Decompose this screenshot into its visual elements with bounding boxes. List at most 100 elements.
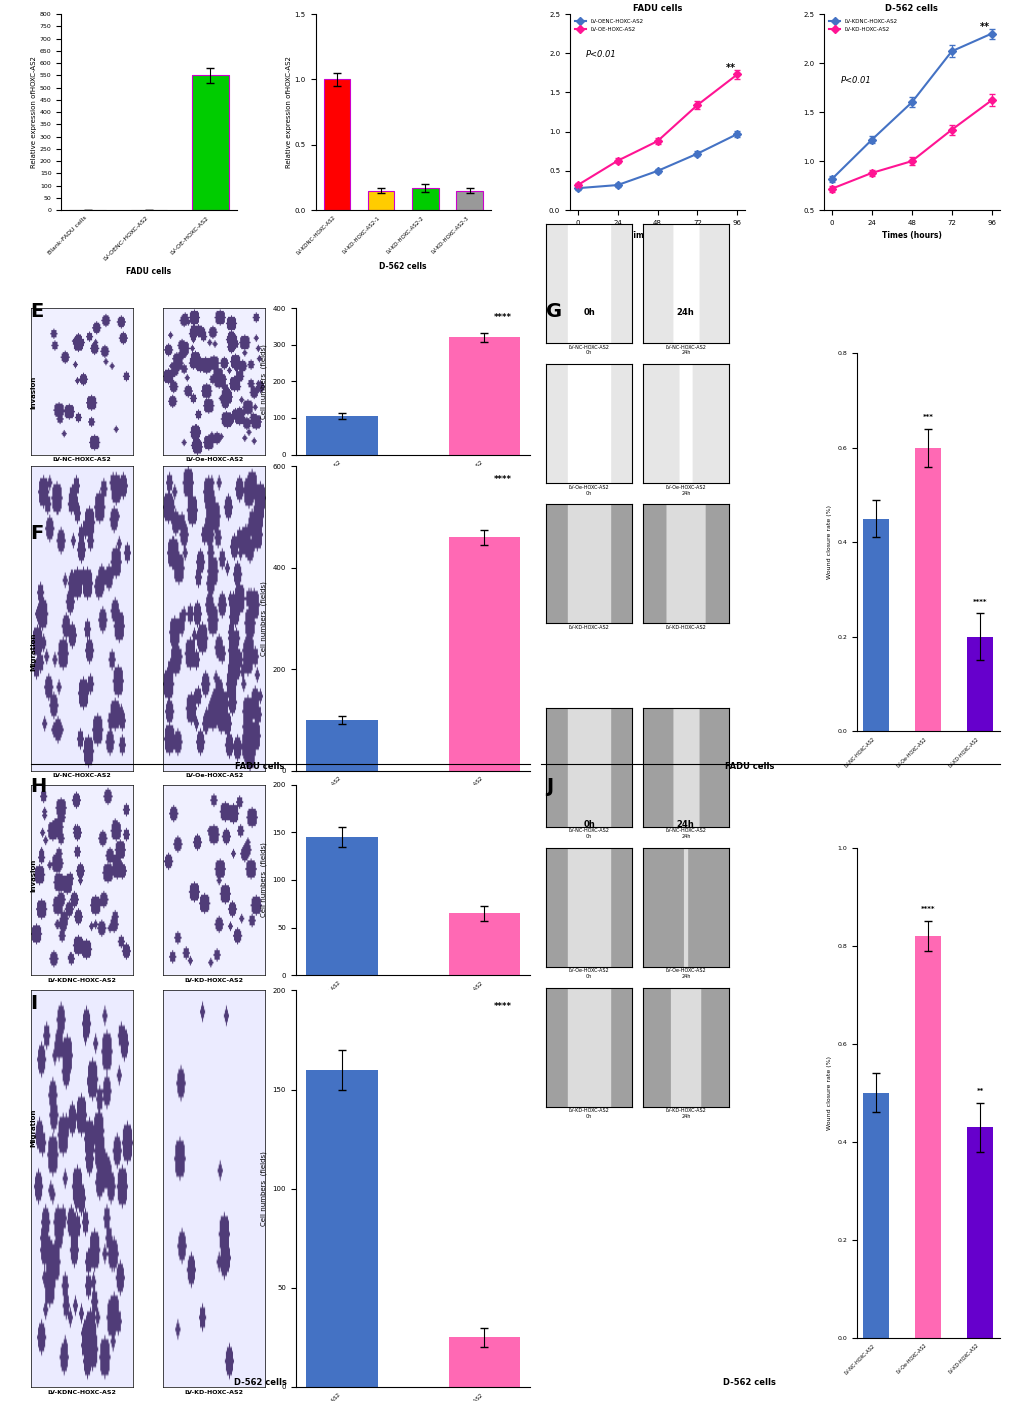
X-axis label: Times (hours): Times (hours) (627, 231, 687, 241)
Bar (448, 338, 520, 454)
X-axis label: LV-NC-HOXC-AS2
0h: LV-NC-HOXC-AS2 0h (568, 345, 609, 356)
Bar (306, 720, 377, 771)
Legend: LV-KDNC-HOXC-AS2, LV-KD-HOXC-AS2: LV-KDNC-HOXC-AS2, LV-KD-HOXC-AS2 (826, 17, 899, 34)
LV-KDNC-HOXC-AS2 (945, 43, 957, 60)
LV-KD-HOXC-AS2 (825, 181, 838, 198)
Y-axis label: Cell numbers  (fields): Cell numbers (fields) (260, 581, 267, 656)
X-axis label: LV-NC-HOXC-AS2: LV-NC-HOXC-AS2 (52, 457, 111, 462)
LV-OE-HOXC-AS2 (691, 97, 703, 113)
X-axis label: LV-Oe-HOXC-AS2
24h: LV-Oe-HOXC-AS2 24h (665, 485, 705, 496)
LV-OENC-HOXC-AS2 (731, 126, 743, 143)
Text: C: C (538, 0, 552, 3)
Bar (862, 1093, 889, 1338)
Y-axis label: Cell numbers  (fields): Cell numbers (fields) (260, 343, 267, 419)
Bar (914, 936, 941, 1338)
Line: LV-OENC-HOXC-AS2: LV-OENC-HOXC-AS2 (575, 132, 740, 191)
X-axis label: LV-KD-HOXC-AS2
24h: LV-KD-HOXC-AS2 24h (665, 1108, 705, 1119)
Y-axis label: Relative expression ofHOXC-AS2: Relative expression ofHOXC-AS2 (285, 56, 291, 168)
X-axis label: FADU cells: FADU cells (126, 268, 171, 276)
Bar (192, 76, 228, 210)
Text: 24h: 24h (676, 820, 694, 828)
Bar (368, 191, 394, 210)
LV-KDNC-HOXC-AS2 (905, 94, 917, 111)
X-axis label: LV-KD-HOXC-AS2: LV-KD-HOXC-AS2 (665, 625, 705, 630)
Text: **: ** (979, 21, 989, 32)
LV-KDNC-HOXC-AS2 (825, 171, 838, 188)
Text: H: H (31, 776, 47, 796)
X-axis label: D-562 cells: D-562 cells (379, 262, 427, 270)
Title: D-562 cells: D-562 cells (884, 4, 937, 13)
Text: Invasion: Invasion (31, 859, 37, 892)
Bar (448, 913, 520, 975)
X-axis label: LV-NC-HOXC-AS2
24h: LV-NC-HOXC-AS2 24h (664, 828, 706, 839)
X-axis label: LV-NC-HOXC-AS2
0h: LV-NC-HOXC-AS2 0h (568, 828, 609, 839)
LV-OENC-HOXC-AS2 (651, 163, 663, 179)
Text: B: B (283, 0, 299, 3)
Text: ****: **** (972, 598, 986, 605)
X-axis label: Times (hours): Times (hours) (881, 231, 941, 241)
Text: G: G (545, 301, 561, 321)
LV-KDNC-HOXC-AS2 (984, 25, 997, 42)
Text: ****: **** (493, 312, 512, 322)
Text: P<0.01: P<0.01 (840, 76, 870, 84)
Legend: LV-OENC-HOXC-AS2, LV-OE-HOXC-AS2: LV-OENC-HOXC-AS2, LV-OE-HOXC-AS2 (572, 17, 645, 34)
Text: D-562 cells: D-562 cells (233, 1379, 286, 1387)
X-axis label: LV-KD-HOXC-AS2
0h: LV-KD-HOXC-AS2 0h (569, 1108, 608, 1119)
X-axis label: LV-NC-HOXC-AS2
24h: LV-NC-HOXC-AS2 24h (664, 345, 706, 356)
Y-axis label: Relative expression ofHOXC-AS2: Relative expression ofHOXC-AS2 (31, 56, 37, 168)
X-axis label: LV-Oe-HOXC-AS2
0h: LV-Oe-HOXC-AS2 0h (569, 968, 608, 979)
Bar (448, 537, 520, 771)
Bar (862, 518, 889, 731)
X-axis label: LV-KD-HOXC-AS2: LV-KD-HOXC-AS2 (184, 1390, 244, 1395)
LV-OENC-HOXC-AS2 (611, 177, 624, 193)
X-axis label: LV-Oe-HOXC-AS2
0h: LV-Oe-HOXC-AS2 0h (569, 485, 608, 496)
Bar (966, 636, 993, 731)
Text: **: ** (975, 1087, 982, 1094)
Text: **: ** (725, 63, 735, 73)
X-axis label: LV-Oe-HOXC-AS2: LV-Oe-HOXC-AS2 (184, 457, 244, 462)
Y-axis label: Cell numbers  (fields): Cell numbers (fields) (260, 842, 267, 918)
X-axis label: LV-KDNC-HOXC-AS2: LV-KDNC-HOXC-AS2 (47, 978, 116, 984)
Line: LV-KD-HOXC-AS2: LV-KD-HOXC-AS2 (828, 98, 994, 192)
LV-KD-HOXC-AS2 (905, 153, 917, 170)
Line: LV-KDNC-HOXC-AS2: LV-KDNC-HOXC-AS2 (828, 31, 994, 182)
Y-axis label: Wound closure rate (%): Wound closure rate (%) (825, 506, 830, 579)
Text: A: A (30, 0, 45, 3)
Text: ****: **** (920, 906, 934, 912)
Bar (306, 836, 377, 975)
Text: 0h: 0h (583, 820, 595, 828)
Text: FADU cells: FADU cells (725, 762, 773, 771)
LV-KD-HOXC-AS2 (984, 92, 997, 109)
LV-OE-HOXC-AS2 (611, 153, 624, 170)
LV-KDNC-HOXC-AS2 (865, 132, 877, 149)
LV-OENC-HOXC-AS2 (691, 146, 703, 163)
X-axis label: LV-KD-HOXC-AS2: LV-KD-HOXC-AS2 (569, 625, 608, 630)
Text: ***: *** (922, 415, 932, 420)
X-axis label: LV-KD-HOXC-AS2: LV-KD-HOXC-AS2 (184, 978, 244, 984)
Y-axis label: Wound closure rate (%): Wound closure rate (%) (825, 1056, 830, 1129)
Text: Migration: Migration (31, 632, 37, 671)
X-axis label: LV-Oe-HOXC-AS2
24h: LV-Oe-HOXC-AS2 24h (665, 968, 705, 979)
Text: D-562 cells: D-562 cells (722, 1379, 775, 1387)
Text: D: D (792, 0, 808, 3)
Bar (306, 416, 377, 454)
LV-OE-HOXC-AS2 (651, 133, 663, 150)
Bar (966, 1126, 993, 1338)
LV-KD-HOXC-AS2 (945, 122, 957, 139)
Text: 0h: 0h (583, 308, 595, 317)
Text: J: J (545, 776, 552, 796)
Text: Invasion: Invasion (31, 375, 37, 409)
Bar (306, 1070, 377, 1387)
Bar (323, 80, 350, 210)
Text: F: F (31, 524, 44, 544)
X-axis label: LV-Oe-HOXC-AS2: LV-Oe-HOXC-AS2 (184, 773, 244, 779)
Y-axis label: Cell numbers  (fields): Cell numbers (fields) (260, 1152, 267, 1226)
X-axis label: LV-KDNC-HOXC-AS2: LV-KDNC-HOXC-AS2 (47, 1390, 116, 1395)
X-axis label: LV-NC-HOXC-AS2: LV-NC-HOXC-AS2 (52, 773, 111, 779)
Title: FADU cells: FADU cells (632, 4, 682, 13)
Text: P<0.01: P<0.01 (586, 50, 616, 59)
Line: LV-OE-HOXC-AS2: LV-OE-HOXC-AS2 (575, 71, 740, 188)
Text: 24h: 24h (676, 308, 694, 317)
Text: I: I (31, 993, 38, 1013)
LV-KD-HOXC-AS2 (865, 164, 877, 181)
